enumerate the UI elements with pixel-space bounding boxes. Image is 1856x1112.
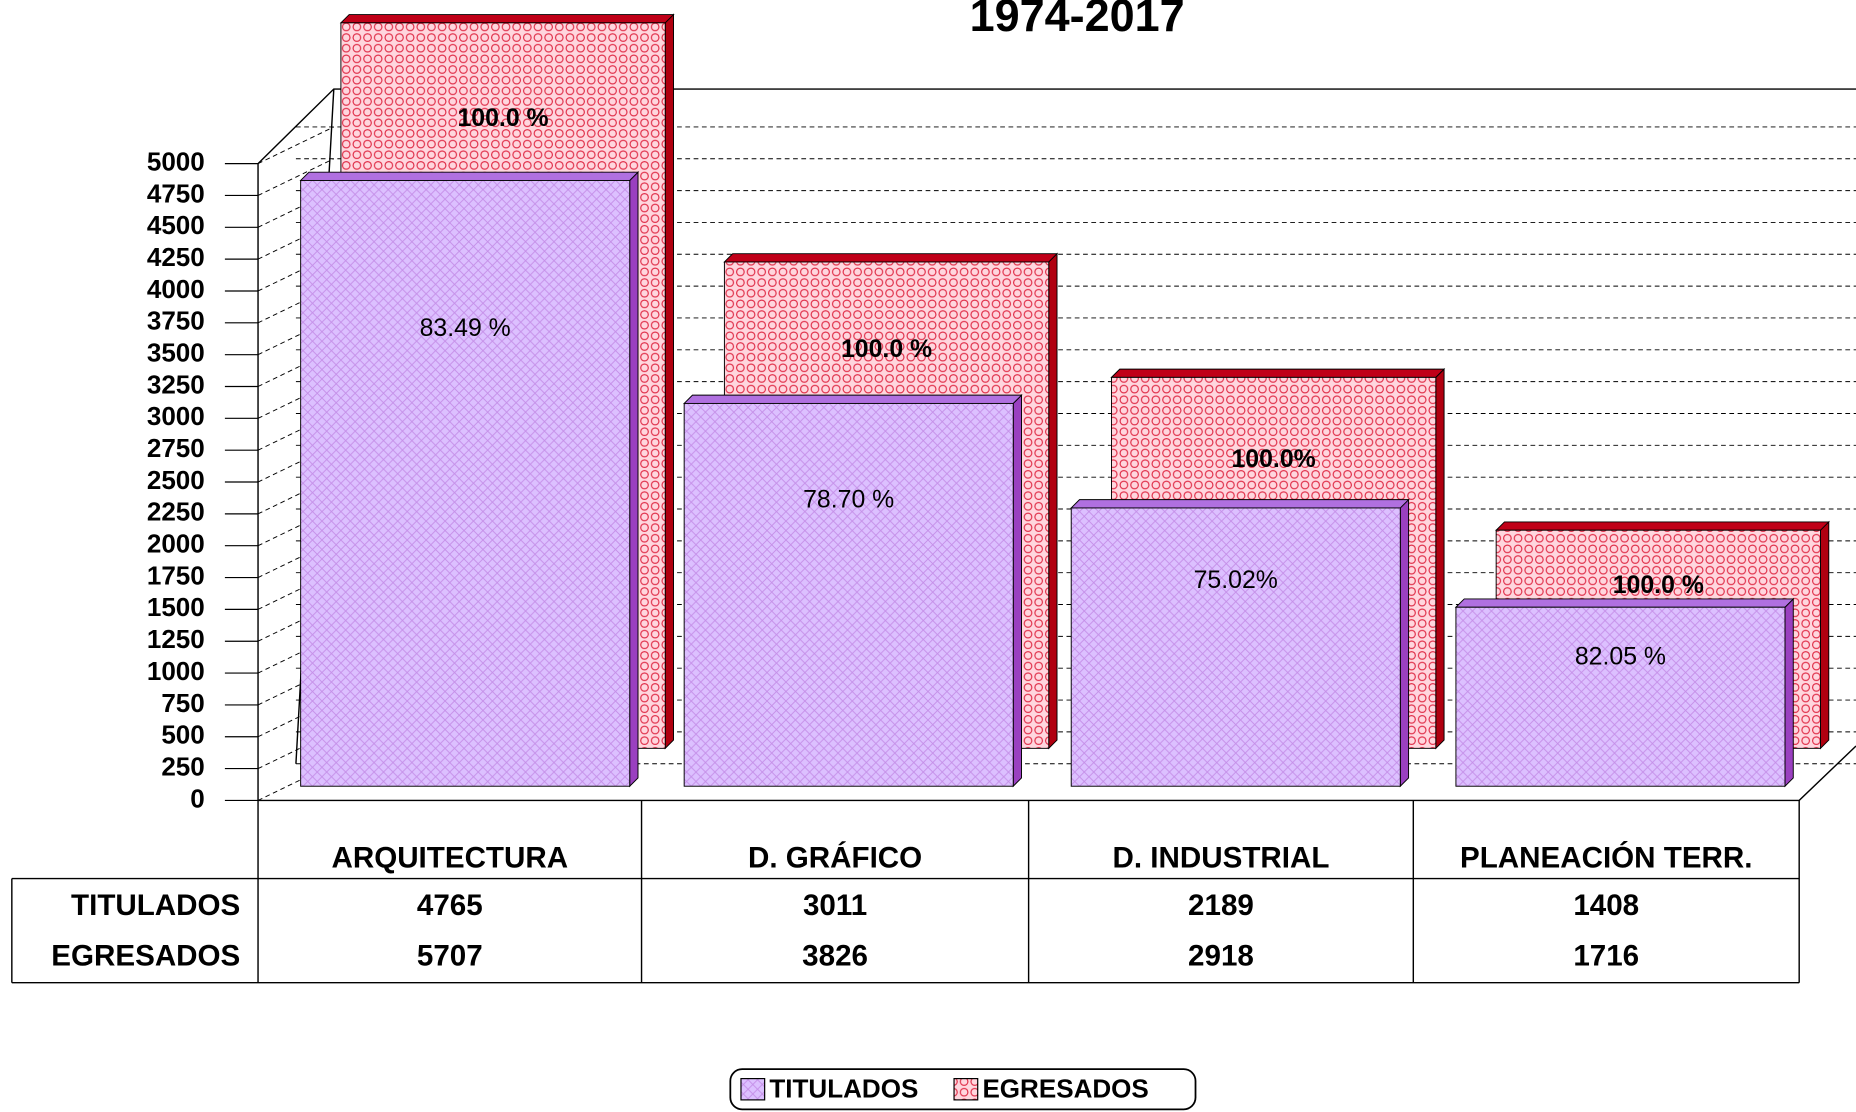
table-value: 3011 xyxy=(803,889,867,922)
data-label: 100.0 % xyxy=(841,336,932,363)
data-label: 83.49 % xyxy=(420,315,511,342)
y-tick-label: 0 xyxy=(190,783,204,813)
y-tick-label: 3500 xyxy=(147,338,205,368)
legend-label: TITULADOS xyxy=(769,1073,918,1103)
bar xyxy=(300,179,631,787)
table-value: 1408 xyxy=(1573,889,1639,922)
y-tick-label: 3250 xyxy=(147,369,205,399)
table-category: PLANEACIÓN TERR. xyxy=(1460,840,1753,874)
bar-top xyxy=(1454,598,1795,608)
table-row-header: TITULADOS xyxy=(71,889,240,922)
bar-top xyxy=(339,14,675,24)
y-tick-label: 1000 xyxy=(147,656,205,686)
bar-top xyxy=(1495,521,1830,531)
legend-swatch xyxy=(953,1078,979,1101)
y-tick-label: 4750 xyxy=(147,178,205,208)
y-tick-label: 2250 xyxy=(147,497,205,527)
y-tick-label: 250 xyxy=(161,751,204,781)
bar-side xyxy=(1784,597,1794,788)
y-tick-label: 2000 xyxy=(147,529,205,559)
y-tick-label: 1500 xyxy=(147,592,205,622)
grid-line xyxy=(257,158,335,196)
table-value: 4765 xyxy=(417,889,483,922)
data-label: 75.02% xyxy=(1194,567,1278,594)
bar-top xyxy=(1110,368,1446,378)
grid-line xyxy=(257,126,335,165)
bar xyxy=(1455,606,1786,787)
table-value: 1716 xyxy=(1573,940,1639,973)
bar-top xyxy=(299,171,640,181)
table-value: 2918 xyxy=(1188,940,1254,973)
bar xyxy=(1070,507,1401,787)
bar-side xyxy=(1820,520,1830,750)
y-tick-label: 4500 xyxy=(147,210,205,240)
bar-side xyxy=(1048,252,1058,750)
y-tick-label: 2750 xyxy=(147,433,205,463)
data-label: 78.70 % xyxy=(803,487,894,514)
y-tick-label: 1750 xyxy=(147,560,205,590)
bar-top xyxy=(723,253,1059,263)
bar xyxy=(683,402,1014,787)
y-tick-label: 3750 xyxy=(147,306,205,336)
data-label: 82.05 % xyxy=(1575,643,1666,670)
bar-side xyxy=(1012,394,1022,788)
bar-side xyxy=(1435,367,1445,750)
data-label: 100.0 % xyxy=(1613,572,1704,599)
table-value: 5707 xyxy=(417,940,483,973)
table-row-header: EGRESADOS xyxy=(51,940,240,973)
legend-swatch xyxy=(740,1078,766,1101)
bar-side xyxy=(1399,498,1410,788)
y-tick-label: 3000 xyxy=(147,401,205,431)
y-tick-label: 750 xyxy=(161,688,204,718)
bar-side xyxy=(629,171,639,788)
table-category: D. INDUSTRIAL xyxy=(1113,841,1330,874)
y-tick-label: 2500 xyxy=(147,465,205,495)
bar-side xyxy=(664,13,674,750)
legend-label: EGRESADOS xyxy=(982,1073,1148,1103)
data-label: 100.0 % xyxy=(457,105,548,132)
chart-title: 1974-2017 xyxy=(970,0,1185,41)
bar-top xyxy=(683,394,1023,404)
table-value: 2189 xyxy=(1188,889,1254,922)
data-label: 100.0% xyxy=(1231,446,1315,473)
y-tick-label: 500 xyxy=(161,720,204,750)
table-category: D. GRÁFICO xyxy=(748,840,922,874)
bar-top xyxy=(1070,499,1410,509)
y-tick-label: 1250 xyxy=(147,624,205,654)
y-tick-label: 4000 xyxy=(147,274,205,304)
y-tick-label: 5000 xyxy=(147,146,205,176)
table-value: 3826 xyxy=(802,940,868,973)
table-category: ARQUITECTURA xyxy=(331,841,568,874)
y-tick-label: 4250 xyxy=(147,242,205,272)
